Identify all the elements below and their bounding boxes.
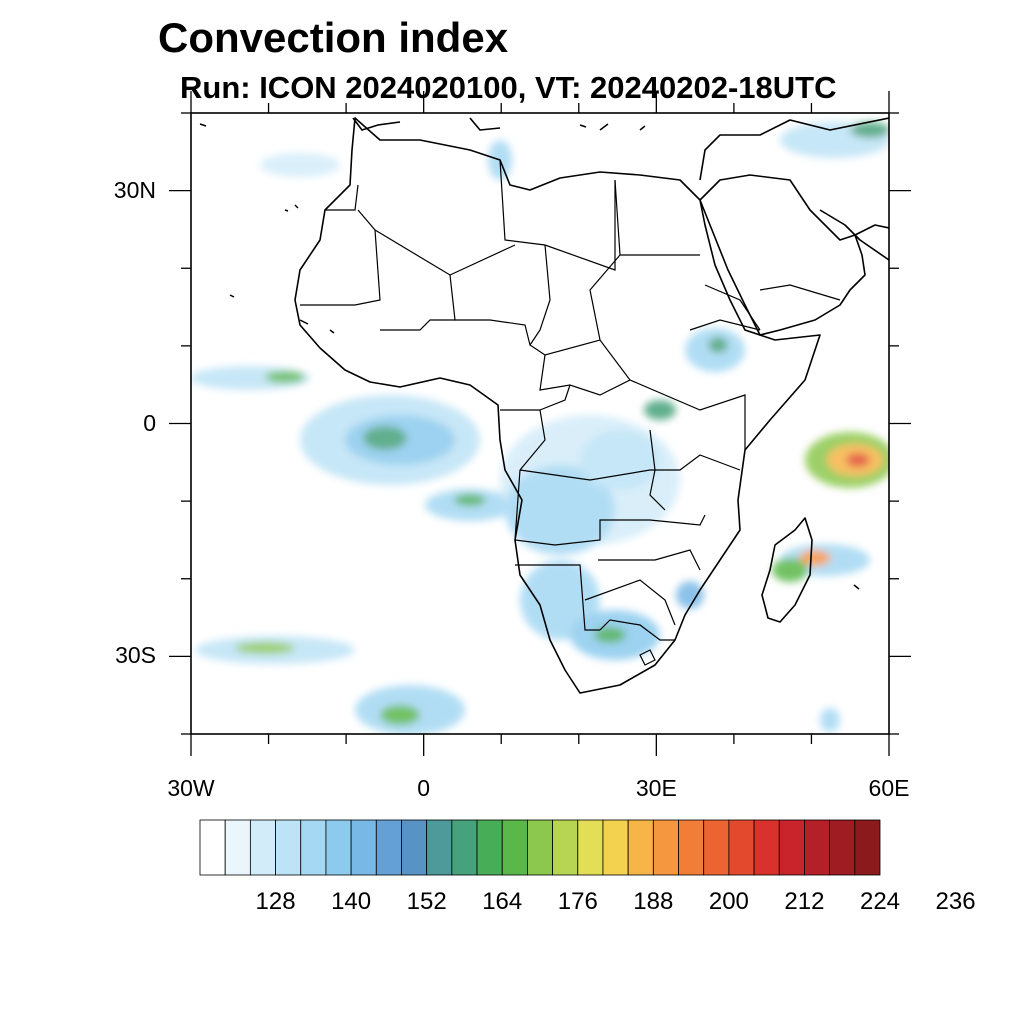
colorbar-swatch bbox=[325, 819, 352, 876]
colorbar-swatch bbox=[350, 819, 377, 876]
colorbar-label: 188 bbox=[633, 888, 674, 915]
colorbar-swatch bbox=[375, 819, 402, 876]
colorbar-label: 164 bbox=[482, 888, 523, 915]
colorbar-swatch bbox=[199, 819, 226, 876]
map-subtitle: Run: ICON 2024020100, VT: 20240202-18UTC bbox=[180, 70, 837, 105]
colorbar-swatch bbox=[829, 819, 856, 876]
colorbar-swatch bbox=[451, 819, 478, 876]
colorbar-swatch bbox=[300, 819, 327, 876]
islands bbox=[199, 123, 860, 590]
colorbar-swatch bbox=[652, 819, 679, 876]
colorbar-swatch bbox=[401, 819, 428, 876]
colorbar-swatch bbox=[627, 819, 654, 876]
colorbar bbox=[199, 819, 881, 876]
colorbar-label: 128 bbox=[255, 888, 296, 915]
lat-tick-label: 30N bbox=[113, 176, 156, 203]
colorbar-swatch bbox=[854, 819, 881, 876]
colorbar-swatch bbox=[602, 819, 629, 876]
colorbar-swatch bbox=[728, 819, 755, 876]
colorbar-swatch bbox=[527, 819, 553, 876]
map-title: Convection index bbox=[158, 14, 509, 61]
colorbar-swatch bbox=[275, 819, 302, 876]
lon-tick-label: 0 bbox=[417, 775, 431, 801]
colorbar-swatch bbox=[753, 819, 780, 876]
colorbar-swatch bbox=[703, 819, 730, 876]
axis-ticks bbox=[169, 91, 911, 756]
lat-tick-label: 30S bbox=[115, 642, 156, 669]
lon-tick-label: 30W bbox=[167, 775, 215, 801]
colorbar-swatch bbox=[224, 819, 251, 876]
colorbar-label: 176 bbox=[557, 888, 598, 915]
lon-tick-label: 60E bbox=[868, 775, 910, 801]
colorbar-label: 236 bbox=[935, 888, 976, 915]
colorbar-swatch bbox=[577, 819, 604, 876]
colorbar-swatch bbox=[778, 819, 805, 876]
colorbar-label: 224 bbox=[859, 888, 901, 915]
colorbar-label: 200 bbox=[708, 888, 749, 915]
colorbar-swatch bbox=[678, 819, 705, 876]
lon-tick-label: 30E bbox=[635, 775, 677, 801]
colorbar-label: 152 bbox=[406, 888, 447, 915]
colorbar-label: 212 bbox=[784, 888, 825, 915]
convection-field bbox=[191, 122, 889, 734]
colorbar-swatch bbox=[552, 819, 579, 876]
colorbar-swatch bbox=[476, 819, 503, 876]
colorbar-swatch bbox=[249, 819, 276, 876]
colorbar-swatch bbox=[501, 819, 528, 876]
colorbar-swatch bbox=[426, 819, 453, 876]
lat-tick-label: 0 bbox=[143, 409, 156, 436]
colorbar-label: 140 bbox=[331, 888, 372, 915]
country-borders bbox=[300, 159, 841, 666]
colorbar-swatch bbox=[804, 819, 831, 876]
